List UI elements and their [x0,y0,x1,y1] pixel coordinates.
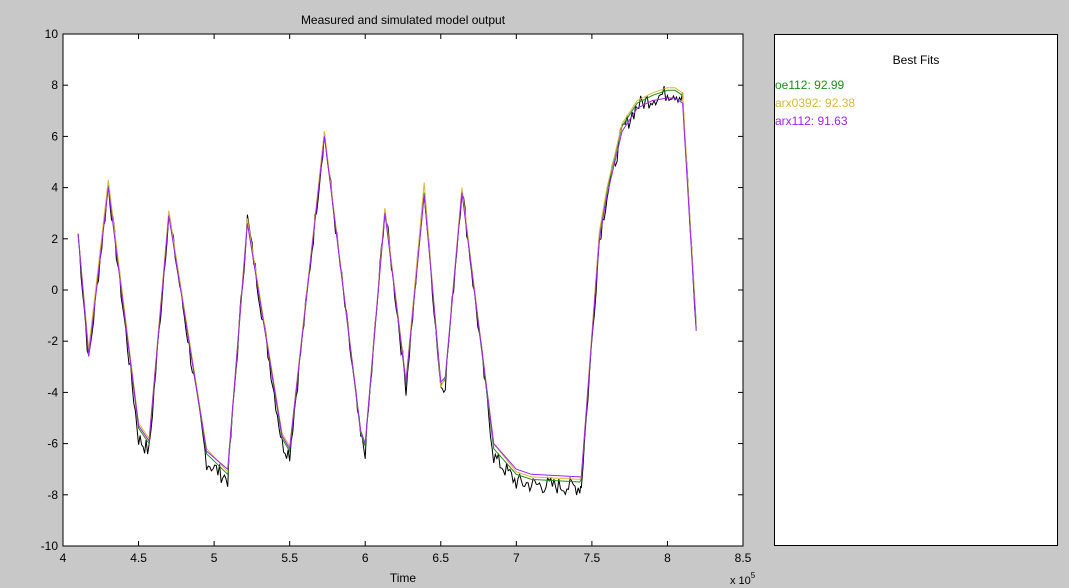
y-tick-label: -6 [47,437,58,451]
x-multiplier-base: x 10 [730,575,751,587]
y-tick-label: -10 [41,539,59,553]
y-tick-label: 6 [51,129,58,143]
y-tick-label: 4 [51,181,58,195]
y-tick-label: 2 [51,232,58,246]
best-fit-item: arx112: 91.63 [775,114,848,128]
y-tick-label: 0 [51,283,58,297]
x-tick-label: 8 [664,551,671,565]
chart-title: Measured and simulated model output [301,13,506,27]
y-tick-label: -8 [47,488,58,502]
x-multiplier-exponent: 5 [751,571,756,580]
y-tick-label: -2 [47,334,58,348]
x-tick-label: 7 [513,551,520,565]
series-layer [77,85,697,496]
y-tick-label: -4 [47,385,58,399]
series-line-arx112 [77,97,697,478]
best-fits-panel: Best Fits oe112: 92.99 arx0392: 92.38 arx1… [774,34,1058,546]
plot-area [62,33,744,547]
x-tick-label: 6 [362,551,369,565]
x-axis: 4 4.5 5 5.5 6 6.5 7 7.5 8 8.5 [60,34,752,565]
y-tick-label: 10 [45,27,59,41]
x-tick-label: 5 [211,551,218,565]
best-fit-item: arx0392: 92.38 [775,96,856,110]
x-tick-label: 5.5 [281,551,298,565]
x-multiplier-label: x 105 [730,571,756,587]
best-fit-item: oe112: 92.99 [775,78,845,92]
best-fits-list: oe112: 92.99 arx0392: 92.38 arx112: 91.63 [775,76,855,130]
x-tick-label: 8.5 [735,551,752,565]
y-axis: -10 -8 -6 -4 -2 0 2 4 6 8 10 [41,27,743,553]
x-tick-label: 7.5 [584,551,601,565]
x-tick-label: 4 [60,551,67,565]
x-tick-label: 4.5 [130,551,147,565]
y-tick-label: 8 [51,78,58,92]
best-fits-title: Best Fits [892,53,940,67]
x-tick-label: 6.5 [432,551,449,565]
x-axis-label: Time [390,571,417,585]
